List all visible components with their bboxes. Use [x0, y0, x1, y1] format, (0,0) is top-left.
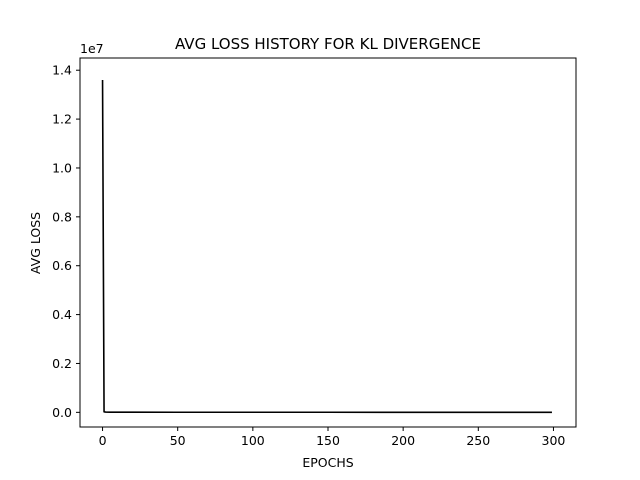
- y-tick-label: 0.8: [52, 209, 72, 224]
- y-tick-label: 1.4: [52, 63, 72, 78]
- x-tick-label: 300: [542, 433, 566, 448]
- plot-area: 0 50 100 150 200 250 300 0.0 0.2 0.4 0.6 0.8 1.0 1.2 1…: [52, 63, 565, 448]
- x-tick-label: 0: [99, 433, 107, 448]
- y-tick-label: 0.4: [52, 307, 72, 322]
- plot-frame: [79, 57, 577, 428]
- x-tick-label: 200: [391, 433, 415, 448]
- x-tick-label: 150: [316, 433, 340, 448]
- x-tick-label: 50: [170, 433, 186, 448]
- y-offset-label: 1e7: [80, 41, 104, 56]
- x-tick-label: 100: [241, 433, 265, 448]
- y-tick-label: 0.6: [52, 258, 72, 273]
- y-tick-label: 1.2: [52, 112, 72, 127]
- x-axis-label: EPOCHS: [302, 455, 353, 470]
- y-tick-label: 0.2: [52, 356, 72, 371]
- y-axis-label: AVG LOSS: [28, 212, 43, 274]
- y-tick-label: 1.0: [52, 160, 72, 175]
- loss-series-line: [101, 79, 552, 414]
- y-tick-label: 0.0: [52, 405, 72, 420]
- x-tick-label: 250: [466, 433, 490, 448]
- chart-title: AVG LOSS HISTORY FOR KL DIVERGENCE: [175, 35, 481, 53]
